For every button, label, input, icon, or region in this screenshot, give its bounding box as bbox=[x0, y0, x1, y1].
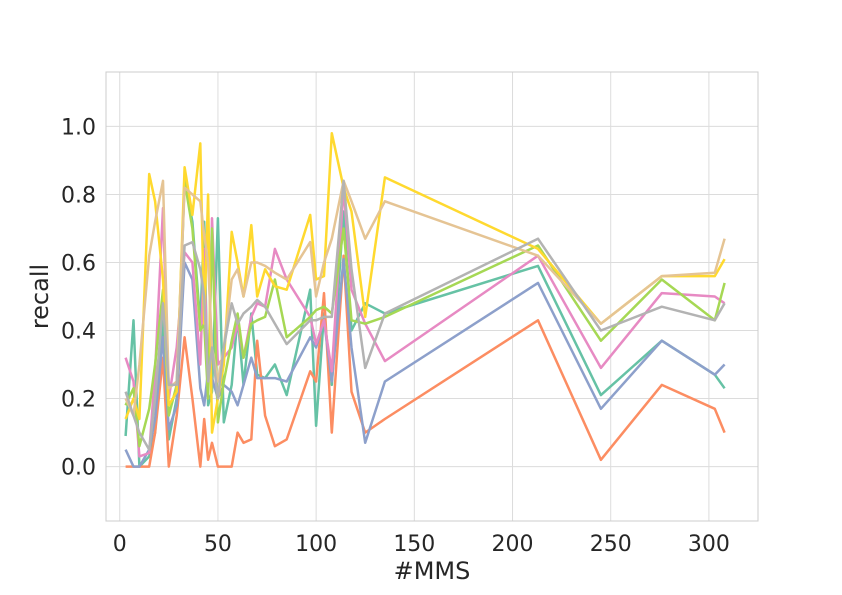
series-line-2 bbox=[125, 254, 726, 468]
y-tick-label: 0.0 bbox=[61, 456, 96, 481]
x-tick-label: 0 bbox=[113, 532, 127, 557]
x-axis-label: #MMS bbox=[394, 557, 471, 585]
plot-frame bbox=[105, 71, 759, 522]
x-tick-label: 50 bbox=[204, 532, 232, 557]
series-line-8 bbox=[124, 179, 726, 451]
y-tick-label: 0.8 bbox=[61, 183, 96, 208]
y-tick-label: 0.2 bbox=[61, 388, 96, 413]
series-line-7 bbox=[124, 179, 726, 417]
x-tick-label: 150 bbox=[393, 532, 435, 557]
y-tick-label: 1.0 bbox=[61, 115, 96, 140]
tick-labels: 0 50 100 150 200 250 300 0.0 0.2 0.4 0.6 0.8 1.0 bbox=[61, 115, 730, 557]
series-line-3 bbox=[124, 257, 726, 468]
x-tick-label: 200 bbox=[492, 532, 534, 557]
x-tick-label: 100 bbox=[295, 532, 337, 557]
series-lines bbox=[124, 131, 726, 468]
y-axis-label: recall bbox=[26, 264, 54, 329]
x-tick-label: 300 bbox=[688, 532, 730, 557]
y-tick-label: 0.6 bbox=[61, 251, 96, 276]
series-line-5 bbox=[124, 179, 726, 448]
x-tick-label: 250 bbox=[590, 532, 632, 557]
y-tick-label: 0.4 bbox=[61, 320, 96, 345]
